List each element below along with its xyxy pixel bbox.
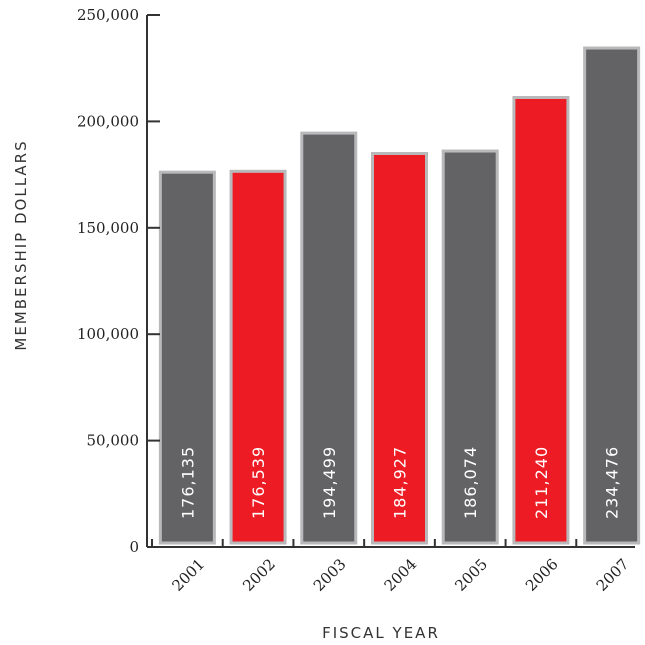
x-tick-label-2005: 2005: [451, 555, 491, 595]
x-axis: 2001 2002 2003 2004 2005 2006 2007: [147, 539, 635, 595]
y-axis: 0 50,000 100,000 150,000 200,000 250,000: [77, 6, 160, 556]
x-tick-label-2007: 2007: [593, 555, 633, 595]
x-tick-label-2003: 2003: [310, 555, 350, 595]
bar-2001: [158, 170, 216, 545]
bar-2003: [300, 131, 358, 545]
bar-value-label-2002: 176,539: [249, 446, 268, 519]
y-tick-label: 200,000: [77, 112, 139, 130]
bar-2007: [583, 46, 641, 545]
y-tick-label: 100,000: [77, 325, 139, 343]
bar-value-label-2003: 194,499: [320, 446, 339, 519]
bar-value-label-2007: 234,476: [603, 446, 622, 519]
bar-2005: [441, 149, 499, 545]
bar-value-label-2004: 184,927: [391, 446, 410, 519]
bar-labels-group: 176,135 176,539 194,499 184,927 186,074 211,2…: [178, 446, 621, 519]
bar-2006: [512, 95, 570, 545]
bar-value-label-2001: 176,135: [178, 446, 197, 519]
x-tick-label-2001: 2001: [168, 555, 208, 595]
y-tick-label: 0: [129, 538, 139, 556]
bar-value-label-2005: 186,074: [461, 446, 480, 519]
bars-group: [158, 46, 641, 545]
bar-value-label-2006: 211,240: [532, 446, 551, 519]
y-tick-label: 250,000: [77, 6, 139, 24]
bar-2004: [371, 151, 428, 545]
y-tick-label: 50,000: [87, 432, 140, 450]
y-axis-title: MEMBERSHIP DOLLARS: [12, 139, 30, 350]
x-tick-label-2004: 2004: [381, 555, 421, 595]
bar-2002: [229, 169, 287, 545]
y-tick-label: 150,000: [77, 219, 139, 237]
x-tick-label-2006: 2006: [522, 555, 562, 595]
x-axis-title: FISCAL YEAR: [322, 624, 440, 642]
x-tick-label-2002: 2002: [239, 555, 279, 595]
